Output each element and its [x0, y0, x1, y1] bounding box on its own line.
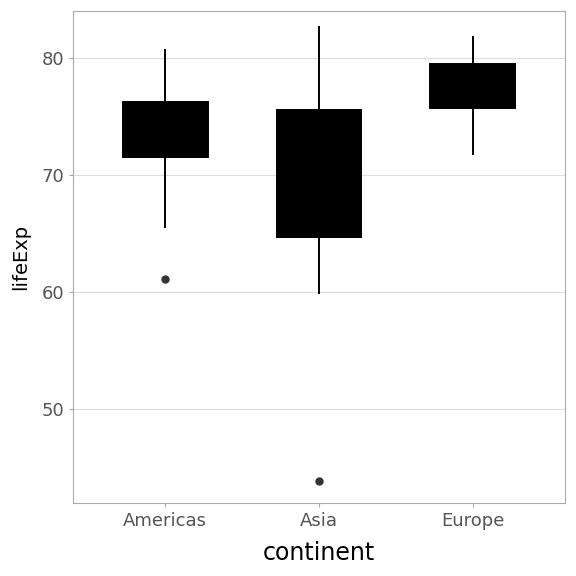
PathPatch shape — [276, 110, 361, 237]
PathPatch shape — [430, 65, 515, 108]
Y-axis label: lifeExp: lifeExp — [11, 224, 30, 290]
X-axis label: continent: continent — [263, 541, 375, 565]
PathPatch shape — [123, 103, 207, 157]
